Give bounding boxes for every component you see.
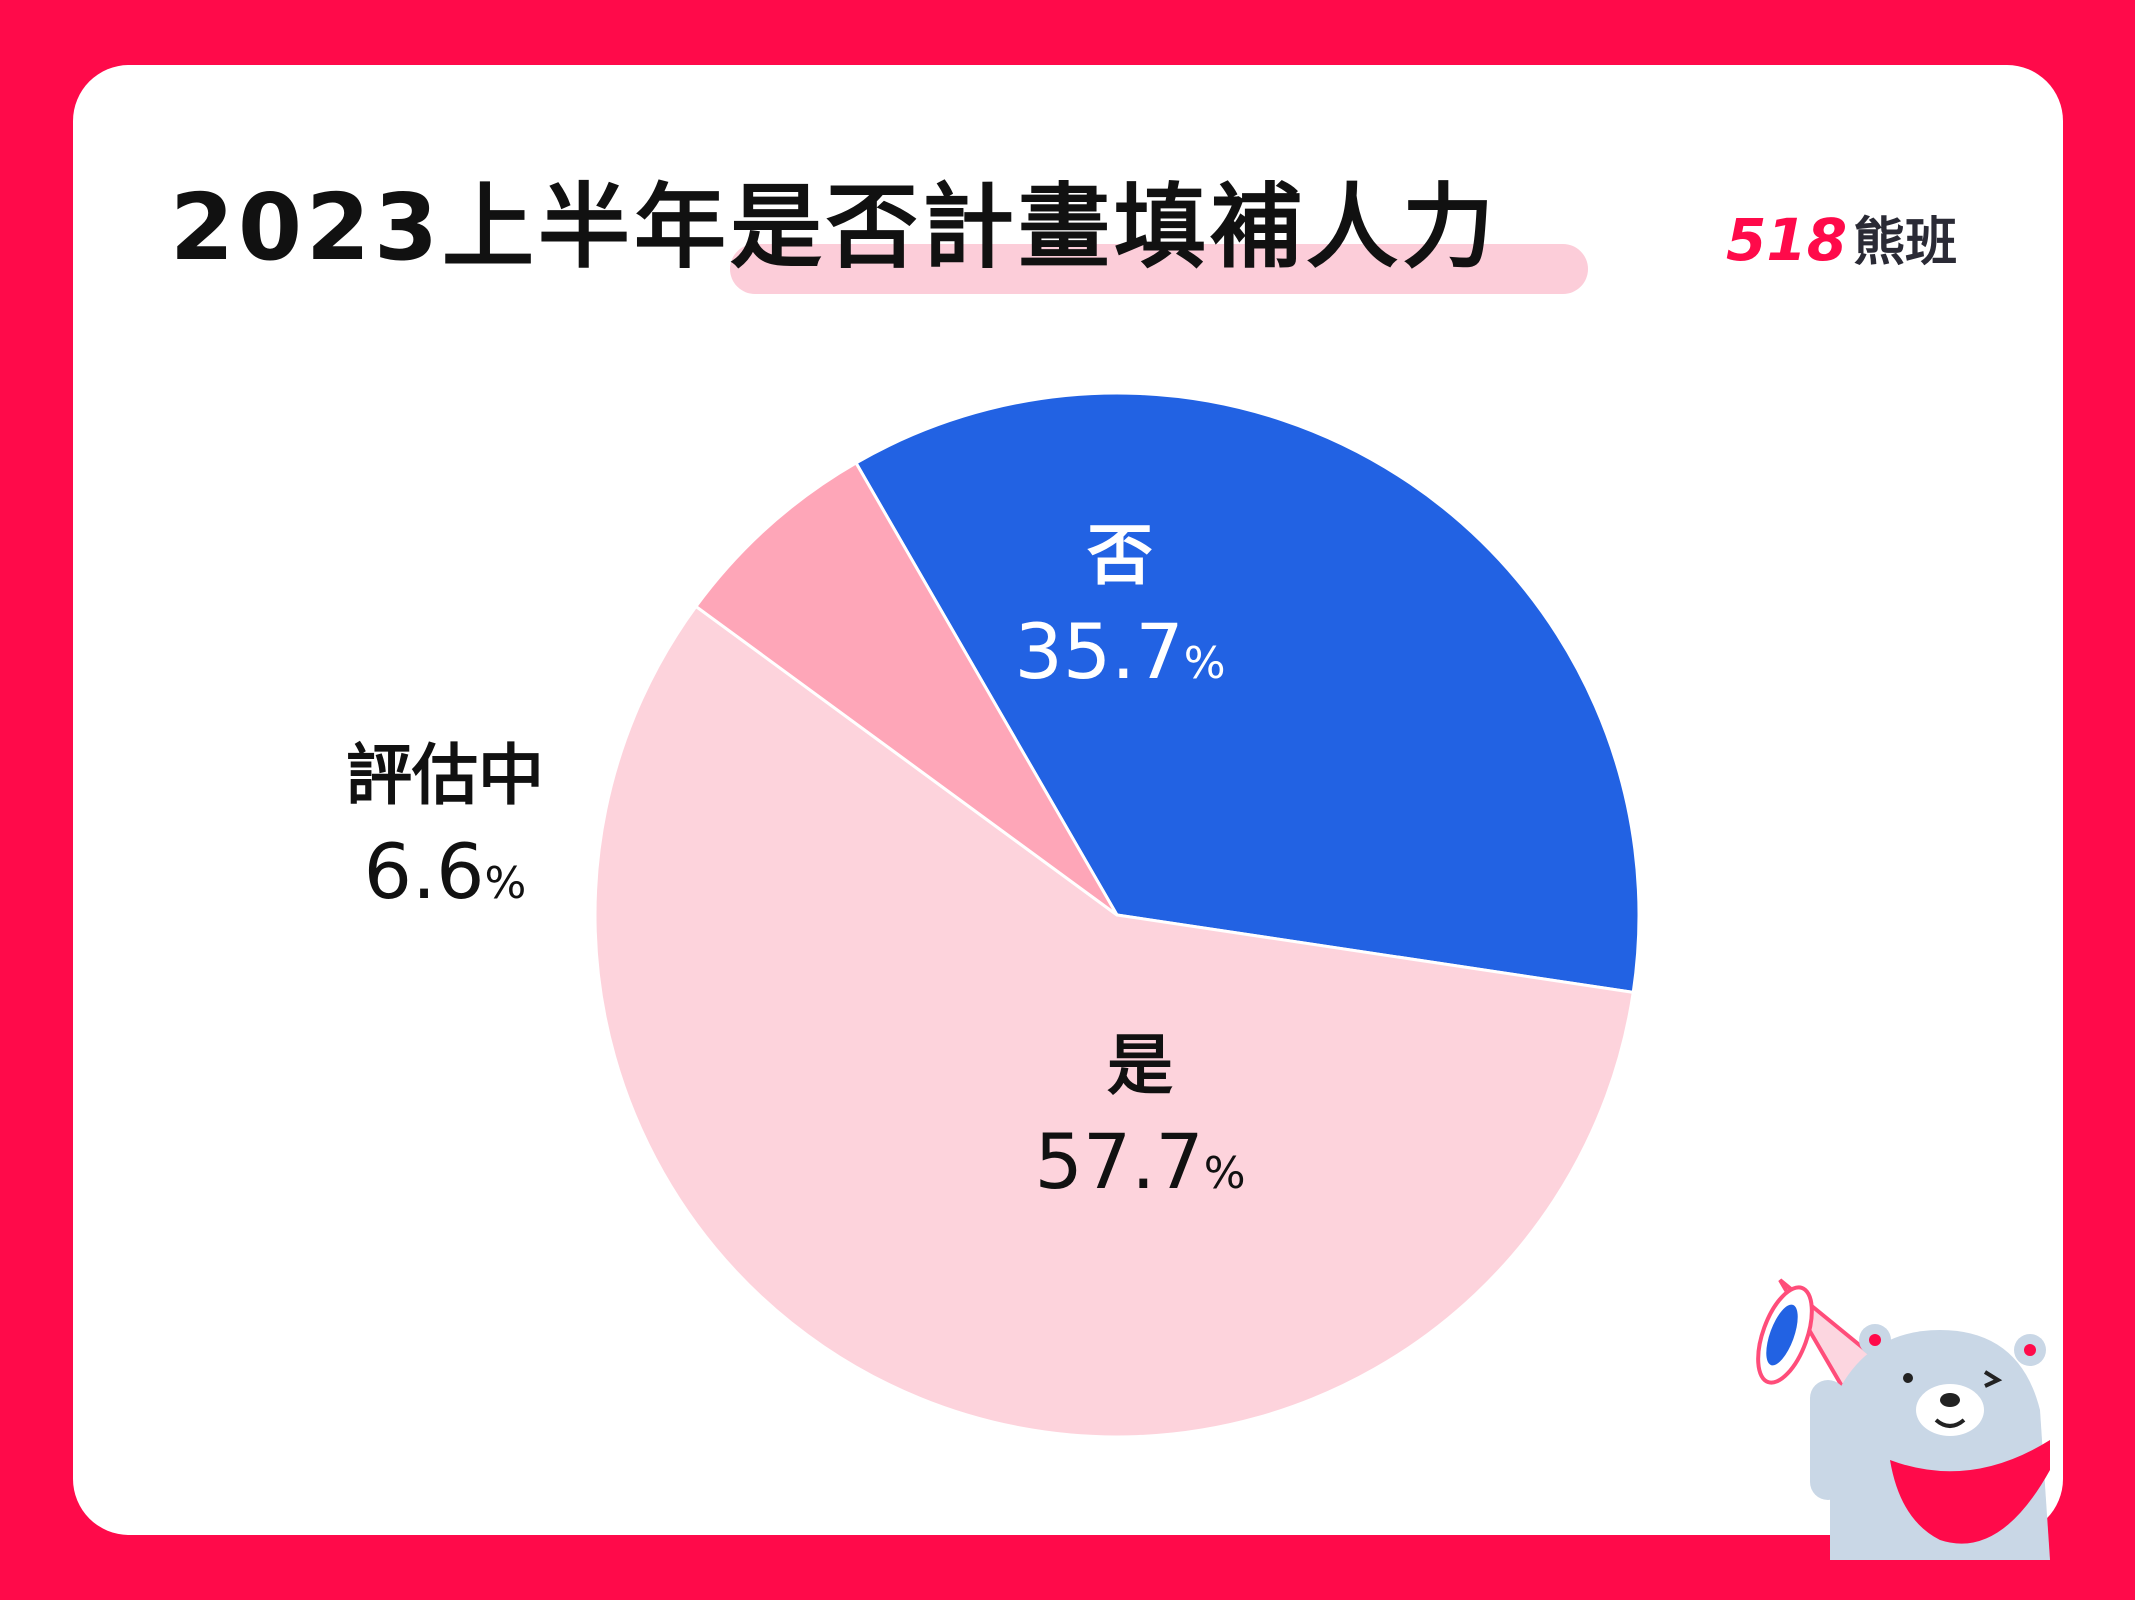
title-block: 2023上半年是否計畫填補人力 bbox=[170, 168, 1588, 308]
slice-unit-1: % bbox=[1204, 1148, 1246, 1199]
pie-slice-0 bbox=[854, 391, 1641, 994]
logo-brand: 熊班 bbox=[1853, 213, 1958, 273]
slice-unit-0: % bbox=[1184, 638, 1226, 689]
pie-slices bbox=[593, 391, 1641, 1439]
brand-logo: 518 熊班 bbox=[1726, 200, 1957, 275]
slice-label-0: 否 bbox=[1087, 517, 1153, 594]
title-highlight bbox=[730, 244, 1588, 294]
bear-mascot-icon bbox=[1756, 1278, 2050, 1560]
slice-label-1: 是 bbox=[1107, 1027, 1173, 1104]
pie-slice-1 bbox=[593, 604, 1635, 1439]
slice-value-2: 6.6% bbox=[364, 827, 527, 916]
pie-slice-2 bbox=[694, 461, 1119, 917]
chart-title: 2023上半年是否計畫填補人力 bbox=[170, 174, 1499, 281]
logo-number: 518 bbox=[1726, 206, 1848, 274]
slice-unit-2: % bbox=[485, 858, 527, 909]
slice-label-2: 評估中 bbox=[346, 737, 544, 814]
